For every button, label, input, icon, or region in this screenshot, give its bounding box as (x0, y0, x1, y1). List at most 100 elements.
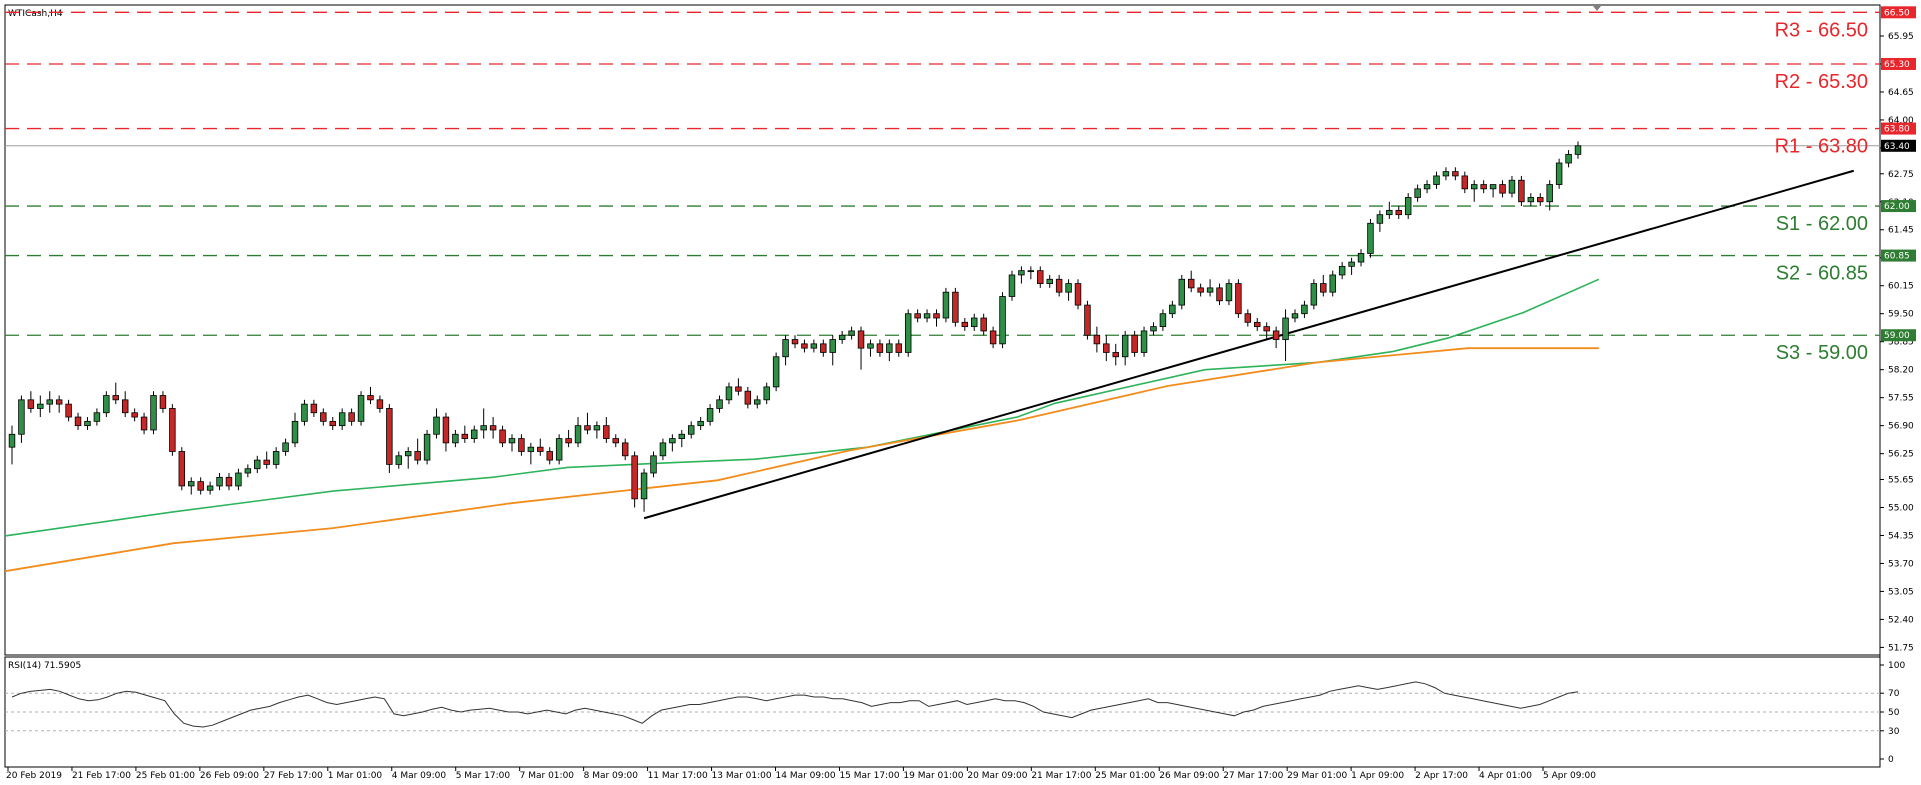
level-label-r3: R3 - 66.50 (1775, 19, 1868, 41)
level-label-s2: S2 - 60.85 (1776, 263, 1868, 285)
candle (1367, 218, 1374, 258)
candle-body-down (1084, 304, 1091, 336)
candle-body-down (1518, 179, 1525, 203)
candle-body-up (1442, 171, 1450, 177)
candle (1197, 283, 1204, 297)
candle (1272, 326, 1280, 349)
candle (480, 408, 487, 439)
candle-body-up (886, 343, 893, 353)
level-label-s1: S1 - 62.00 (1776, 213, 1868, 235)
candle-body-up (216, 476, 223, 487)
candle (952, 287, 959, 327)
candle-body-up (1225, 283, 1233, 302)
candle (603, 417, 610, 443)
candle-body-down (1395, 209, 1402, 216)
candle-body-down (744, 390, 752, 405)
candle-body-up (697, 420, 704, 427)
candle (923, 309, 931, 323)
level-tag-s2 (1881, 249, 1916, 262)
candle (1112, 343, 1119, 366)
candle (1055, 274, 1063, 297)
candle (914, 309, 921, 323)
candle-body-up (942, 291, 950, 319)
candle-body-up (357, 395, 365, 422)
candle (18, 395, 25, 443)
candle-body-down (1537, 197, 1544, 203)
y-tick-label: 52.40 (1888, 615, 1914, 625)
candle-body-up (1121, 334, 1129, 358)
candle-body-up (1310, 283, 1318, 306)
candle (1461, 171, 1469, 194)
x-tick-label: 26 Mar 09:00 (1159, 771, 1219, 780)
candle-body-up (782, 339, 789, 358)
candle (216, 473, 223, 491)
rsi-y-tick-label: 0 (1888, 755, 1894, 765)
candle (489, 417, 497, 439)
candle (820, 339, 827, 357)
level-tag-text: 63.80 (1884, 125, 1910, 135)
candle (301, 399, 308, 426)
x-tick-label: 19 Mar 01:00 (903, 771, 963, 780)
candle (791, 335, 799, 349)
candle (103, 391, 110, 418)
shift-marker-icon (1593, 6, 1601, 11)
candle (1103, 335, 1110, 362)
rsi-y-tick-label: 70 (1888, 689, 1900, 699)
candle (782, 335, 789, 366)
candle-body-up (669, 438, 676, 444)
candle-body-up (46, 399, 53, 405)
x-tick-label: 20 Feb 2019 (6, 771, 62, 780)
candle (395, 451, 403, 469)
candle (84, 417, 91, 430)
x-tick-label: 2 Apr 17:00 (1415, 771, 1468, 780)
level-tag-r2 (1881, 57, 1916, 70)
candle-body-up (1423, 184, 1431, 190)
candle-body-up (1574, 145, 1582, 155)
rsi-y-tick-label: 100 (1888, 661, 1905, 671)
candle (1282, 309, 1289, 362)
x-tick-label: 26 Feb 09:00 (200, 771, 259, 780)
candle (55, 395, 63, 413)
candle (867, 339, 874, 357)
candle (754, 395, 761, 409)
candle-body-down (1235, 283, 1242, 315)
candle-body-down (225, 476, 233, 487)
candle (1178, 274, 1186, 310)
candle-body-up (1027, 270, 1035, 273)
candle-body-down (820, 343, 827, 353)
candle-body-down (1452, 171, 1459, 177)
candle-body-down (55, 399, 63, 405)
candle (1338, 262, 1346, 280)
candle-body-down (1499, 184, 1506, 194)
candle-body-up (254, 459, 261, 470)
candle-body-down (320, 412, 327, 422)
candle (518, 434, 525, 456)
candle-body-up (725, 386, 733, 401)
candle (169, 404, 176, 456)
candle-body-up (810, 343, 818, 349)
candle-body-down (537, 446, 544, 452)
candle (659, 438, 667, 461)
candle (1159, 309, 1167, 331)
candle (857, 326, 865, 370)
candle-body-down (499, 429, 506, 444)
candle (338, 408, 346, 430)
candle (716, 395, 723, 413)
x-tick-label: 25 Mar 01:00 (1095, 771, 1155, 780)
candle-body-down (1244, 313, 1252, 323)
candle (593, 421, 601, 439)
candle (272, 447, 280, 469)
candle-body-up (1018, 270, 1025, 276)
candle (1291, 309, 1299, 323)
y-tick-label: 53.70 (1888, 559, 1914, 569)
candle-body-down (131, 412, 138, 418)
current-price-tag (1881, 139, 1916, 152)
y-tick-label: 65.95 (1888, 32, 1914, 42)
candle (631, 451, 638, 508)
candle-body-up (687, 425, 695, 435)
candle-body-up (574, 425, 582, 444)
candle (1084, 300, 1091, 340)
candle-body-up (423, 433, 431, 461)
